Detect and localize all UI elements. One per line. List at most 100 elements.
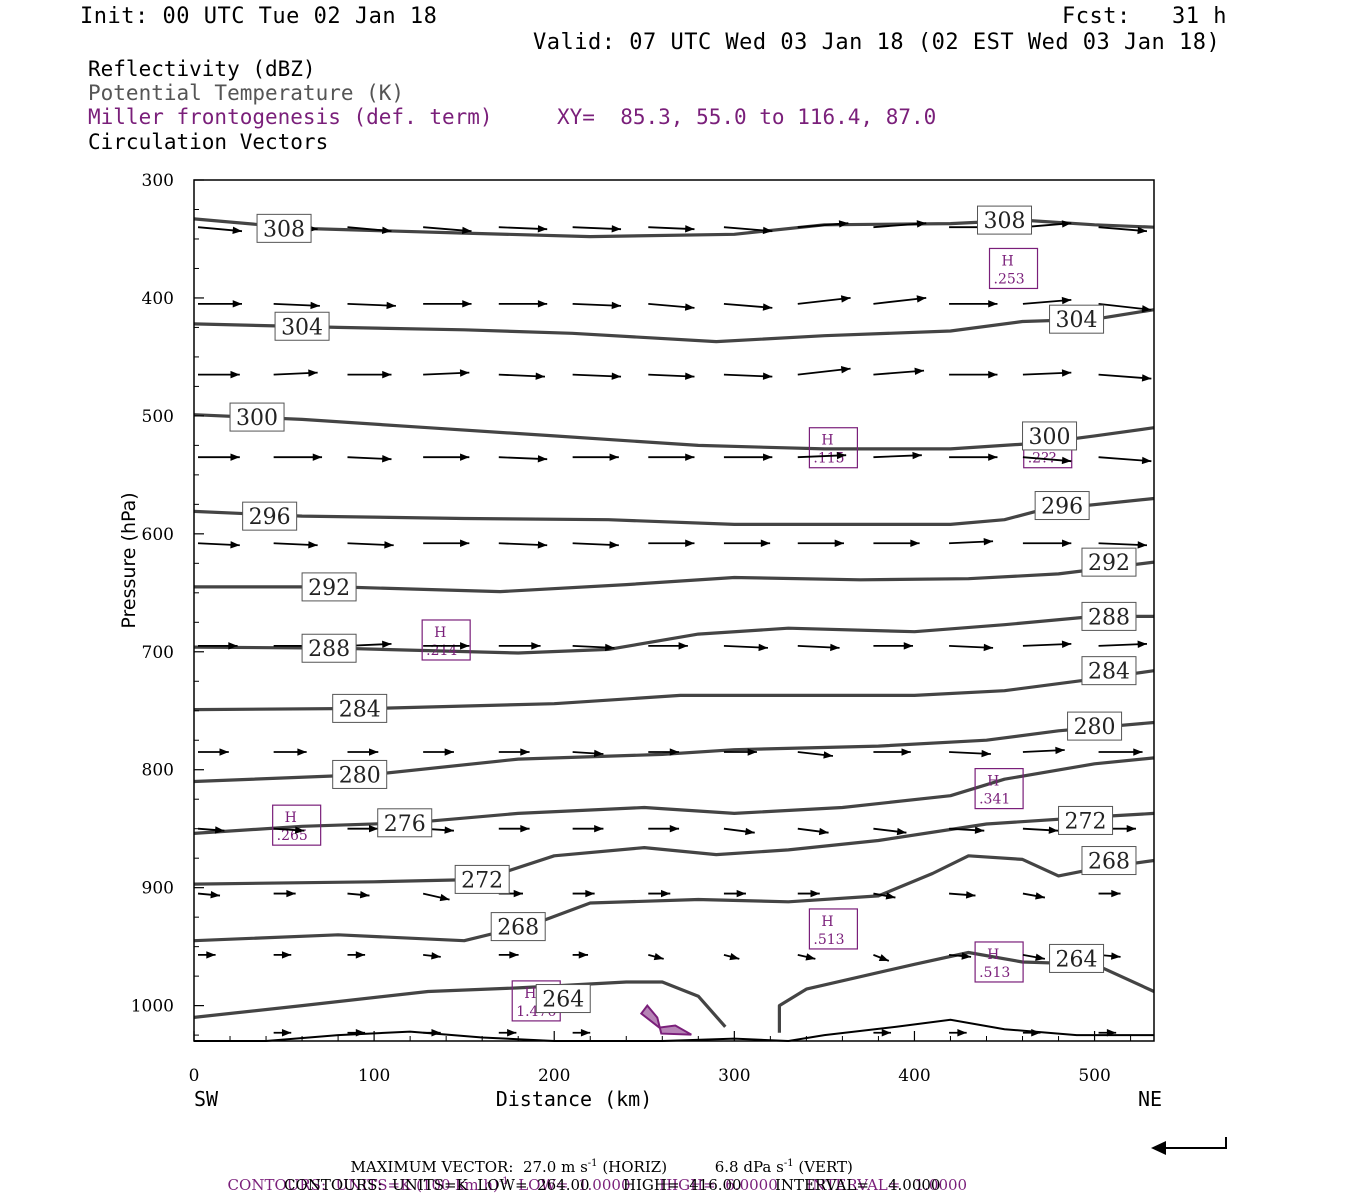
vector-head <box>974 826 985 834</box>
fronto-max-label: H <box>821 433 833 449</box>
theta-label-box-284 <box>332 693 388 723</box>
theta-contour-272 <box>193 811 1155 886</box>
vector-head <box>1133 748 1143 756</box>
fronto-max-box <box>421 619 471 661</box>
vector-head <box>729 952 740 961</box>
vector-head <box>297 748 307 756</box>
theta-label-box-272 <box>1058 805 1114 835</box>
vector-head <box>281 1029 292 1037</box>
theta-label-300: 300 <box>236 406 278 431</box>
vector-head <box>762 303 773 311</box>
vector-head <box>611 301 622 310</box>
fronto-max-label: H <box>434 625 446 641</box>
vector-head <box>903 642 914 650</box>
vector-head <box>228 642 238 650</box>
vector-head <box>762 372 773 380</box>
theta-label-284: 284 <box>339 697 381 722</box>
theta-label-box-296 <box>242 501 298 531</box>
vector-head <box>901 748 911 756</box>
vector-head <box>1141 305 1152 313</box>
vector-head <box>1061 296 1072 305</box>
vector-head <box>747 748 757 756</box>
fronto-max-label: H <box>821 914 833 930</box>
theta-label-300: 300 <box>1029 425 1071 450</box>
theta-label-288: 288 <box>308 637 350 662</box>
vector-head <box>460 642 470 650</box>
vector-head <box>760 539 771 547</box>
vector-head <box>983 537 994 546</box>
reference-vector-head <box>1151 1141 1166 1155</box>
vector-head <box>1126 824 1136 833</box>
theta-label-304: 304 <box>1056 308 1098 333</box>
theta-contour-284 <box>193 669 1155 712</box>
theta-label-box-292 <box>301 572 357 602</box>
vector-head <box>232 300 242 308</box>
theta-label-box-308 <box>256 213 312 243</box>
fronto-max-value: .513 <box>813 932 844 948</box>
vector-head <box>878 954 889 961</box>
theta-label-box-304 <box>274 311 330 341</box>
vector-head <box>609 541 619 549</box>
vector-head <box>578 951 589 959</box>
vector-head <box>369 748 379 756</box>
legend-theta: Potential Temperature (K) <box>88 81 405 105</box>
fronto-surface-contour <box>639 1003 692 1036</box>
x-tick-label: 100 <box>358 1066 390 1086</box>
theta-contour-280 <box>193 720 1155 784</box>
vector-head <box>736 889 746 898</box>
vector-head <box>431 1029 441 1037</box>
theta-label-box-296 <box>1034 491 1090 521</box>
vector-head <box>594 824 604 833</box>
vector-head <box>286 889 296 898</box>
y-tick-label: 800 <box>142 761 174 781</box>
vector-head <box>685 225 695 233</box>
vector-head <box>965 891 976 899</box>
fronto-max-label: H <box>524 986 536 1002</box>
theta-contour-296 <box>193 496 1155 526</box>
vector-head <box>660 889 671 898</box>
legend-frontogenesis: Miller frontogenesis (def. term) <box>88 105 493 129</box>
vector-head <box>914 367 925 376</box>
forecast-hour: Fcst: 31 h <box>1062 4 1227 29</box>
x-tick-label: 0 <box>189 1066 200 1086</box>
vector-head <box>840 365 851 374</box>
fronto-max-value: .265 <box>277 828 308 844</box>
fronto-max-box <box>974 767 1024 810</box>
fronto-max-box <box>808 908 858 950</box>
vector-head <box>1137 640 1147 648</box>
vector-head <box>520 748 530 756</box>
vector-head <box>609 453 619 461</box>
theta-label-308: 308 <box>263 217 305 242</box>
vector-head <box>593 749 604 758</box>
theta-label-box-268 <box>490 912 546 942</box>
y-tick-label: 1000 <box>131 997 174 1017</box>
vector-head <box>444 748 454 756</box>
vector-head <box>836 451 847 460</box>
vector-head <box>214 826 225 834</box>
vector-head <box>745 827 755 836</box>
vector-head <box>684 303 695 311</box>
theta-label-box-264 <box>1049 943 1105 973</box>
footer-max-vector: MAXIMUM VECTOR: 27.0 m s-1 (HORIZ) 6.8 d… <box>350 1158 853 1176</box>
theta-label-box-292 <box>1081 547 1137 577</box>
circulation-vectors <box>197 220 1152 1037</box>
theta-label-box-288 <box>1081 601 1137 631</box>
vector-head <box>509 951 519 959</box>
theta-label-280: 280 <box>339 763 381 788</box>
vector-head <box>1110 952 1121 960</box>
vector-head <box>1061 369 1072 377</box>
vector-head <box>1111 889 1121 898</box>
vector-head <box>308 369 318 377</box>
footer-theta-contours: CONTOURS: UNITS=K LOW= 264.00 HIGH= 416.… <box>284 1176 941 1194</box>
theta-label-box-300 <box>229 402 285 432</box>
vector-head <box>294 826 305 834</box>
vector-head <box>310 301 320 310</box>
y-tick-label: 700 <box>142 643 174 663</box>
vector-head <box>535 372 545 380</box>
vector-head <box>1061 456 1072 465</box>
theta-contour-268 <box>193 854 1155 943</box>
fronto-max-label: H <box>285 810 297 826</box>
theta-label-304: 304 <box>281 315 323 340</box>
theta-label-box-288 <box>301 633 357 663</box>
theta-label-box-268 <box>1081 846 1137 876</box>
